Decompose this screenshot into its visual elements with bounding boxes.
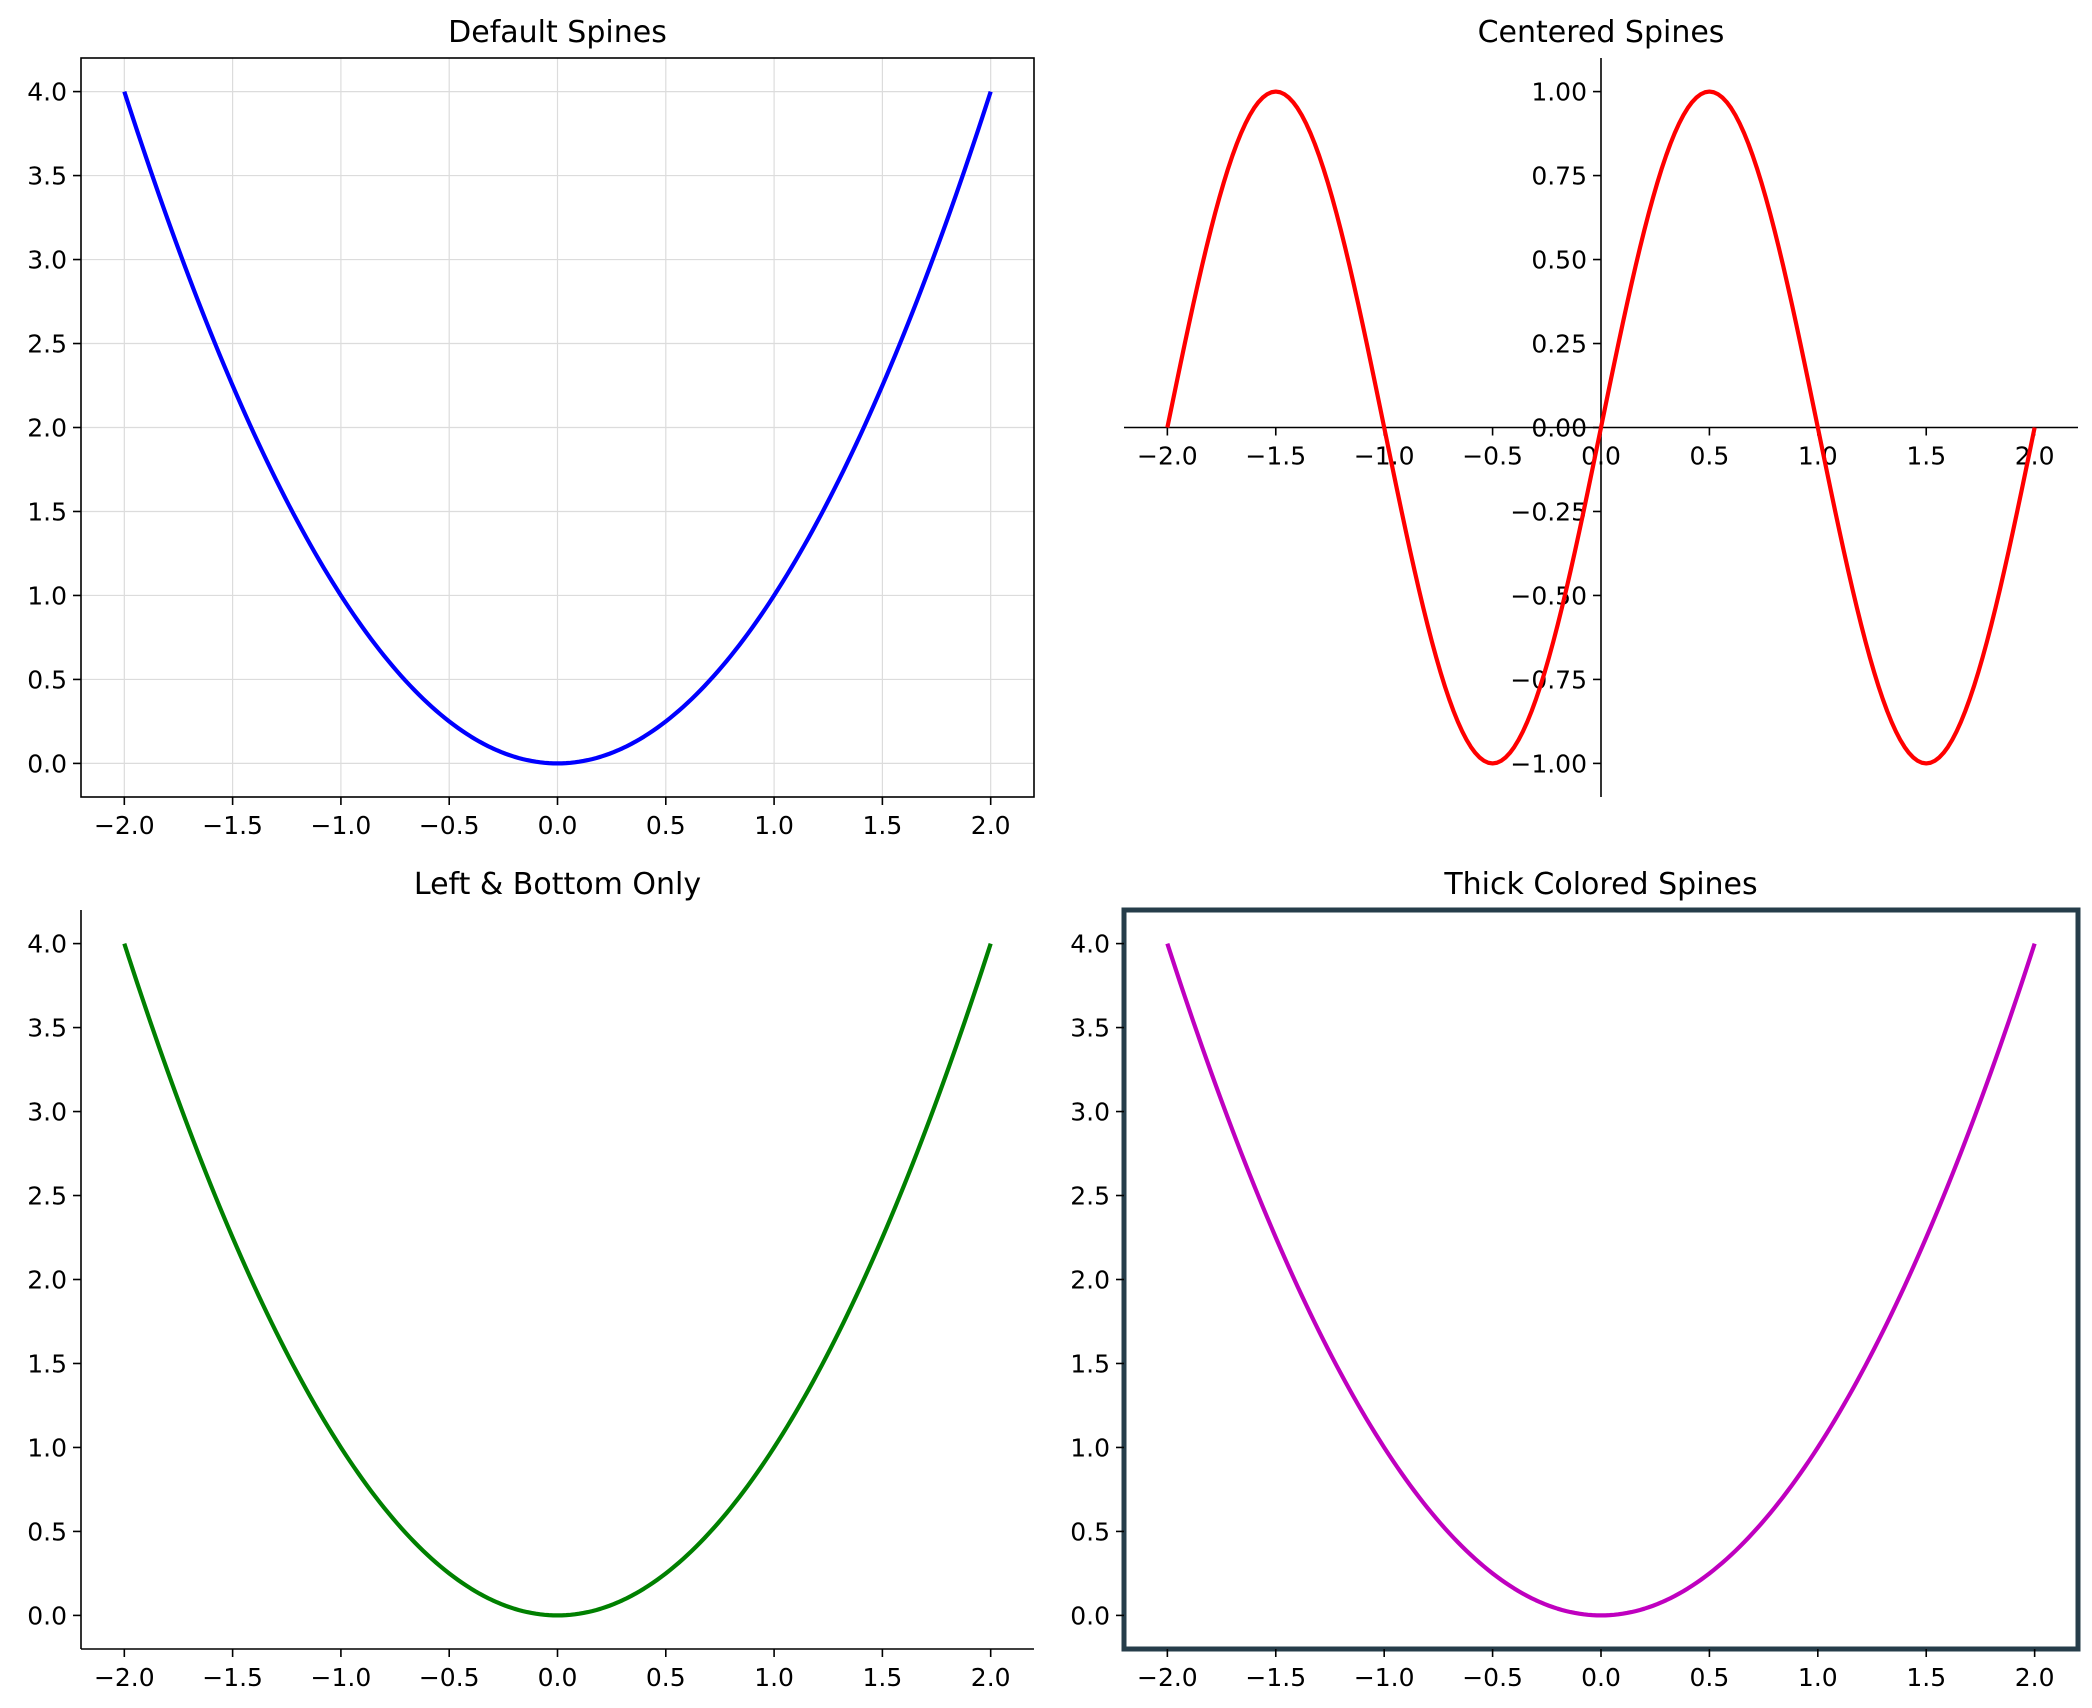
y-tick-label: 0.5	[27, 665, 67, 694]
x-tick-label: 2.0	[2015, 1663, 2055, 1692]
subplot-2: Centered Spines −2.0 −1.5 −1.0 −0.5 0.0 0.5 1.0…	[1124, 15, 2078, 797]
chart-title: Default Spines	[448, 15, 667, 50]
y-tick-label: −0.75	[1510, 665, 1587, 694]
x-tick-label: 0.0	[1581, 442, 1621, 471]
y-tick-label: 0.5	[27, 1517, 67, 1546]
x-tick-label: −1.5	[202, 811, 263, 840]
x-tick-label: 1.5	[863, 1663, 903, 1692]
x-tick-label: −1.0	[1354, 442, 1415, 471]
y-tick-label: −1.00	[1510, 749, 1587, 778]
chart-title: Left & Bottom Only	[414, 867, 701, 902]
x-tick-label: −1.0	[311, 811, 372, 840]
y-tick-label: −0.25	[1510, 497, 1587, 526]
y-tick-label: 3.5	[27, 162, 67, 191]
y-tick-label: 2.0	[27, 414, 67, 443]
x-tick-label: −2.0	[1137, 1663, 1198, 1692]
x-tick-label: −1.0	[1354, 1663, 1415, 1692]
x-tick-label: 1.0	[1798, 1663, 1838, 1692]
chart-title: Thick Colored Spines	[1443, 867, 1757, 902]
y-tick-label: 3.0	[27, 246, 67, 275]
x-tick-label: 0.5	[1690, 1663, 1730, 1692]
x-tick-label: 1.5	[863, 811, 903, 840]
y-tick-label: 0.75	[1531, 162, 1587, 191]
y-tick-label: 0.25	[1531, 330, 1587, 359]
x-tick-label: 2.0	[2015, 442, 2055, 471]
subplot-4: Thick Colored Spines −2.0 −1.5 −1.0 −0.5 0.0 0…	[1070, 867, 2081, 1692]
y-tick-label: 1.0	[27, 1433, 67, 1462]
x-tick-label: 0.5	[646, 811, 686, 840]
y-tick-label: 0.00	[1531, 414, 1587, 443]
x-tick-label: 0.5	[1690, 442, 1730, 471]
y-tick-label: 0.5	[1070, 1517, 1110, 1546]
x-tick-label: 1.5	[1906, 1663, 1946, 1692]
y-tick-label: 4.0	[27, 78, 67, 107]
y-tick-label: 0.0	[1070, 1601, 1110, 1630]
x-tick-label: −0.5	[419, 1663, 480, 1692]
y-tick-label: 3.0	[27, 1098, 67, 1127]
x-tick-label: 1.0	[1798, 442, 1838, 471]
y-tick-label: 1.5	[27, 1349, 67, 1378]
series-line-1	[122, 90, 993, 766]
series-line-1	[1165, 89, 2037, 766]
x-tick-label: −1.5	[1245, 442, 1306, 471]
y-tick-label: 3.5	[27, 1014, 67, 1043]
y-tick-label: 0.0	[27, 1601, 67, 1630]
y-tick-label: 4.0	[27, 930, 67, 959]
y-tick-label: 1.0	[1070, 1433, 1110, 1462]
x-tick-label: −0.5	[419, 811, 480, 840]
y-tick-label: −0.50	[1510, 581, 1587, 610]
y-tick-label: 2.0	[1070, 1266, 1110, 1295]
x-tick-label: 0.5	[646, 1663, 686, 1692]
y-tick-label: 2.5	[27, 1182, 67, 1211]
x-tick-label: 2.0	[971, 811, 1011, 840]
y-tick-label: 1.00	[1531, 78, 1587, 107]
x-tick-label: −1.5	[202, 1663, 263, 1692]
y-tick-label: 0.0	[27, 749, 67, 778]
y-tick-label: 3.0	[1070, 1098, 1110, 1127]
x-tick-label: −0.5	[1462, 442, 1523, 471]
y-tick-label: 2.0	[27, 1266, 67, 1295]
y-tick-label: 2.5	[1070, 1182, 1110, 1211]
y-tick-label: 2.5	[27, 330, 67, 359]
x-tick-label: 1.0	[754, 811, 794, 840]
subplot-3: Left & Bottom Only −2.0 −1.5 −1.0 −0.5 0.0 0.5…	[27, 867, 1034, 1692]
series-line-1	[122, 942, 993, 1618]
series-line-1	[1165, 942, 2037, 1618]
x-tick-label: 0.0	[538, 811, 578, 840]
x-tick-label: −1.5	[1245, 1663, 1306, 1692]
x-tick-label: 1.5	[1906, 442, 1946, 471]
y-tick-label: 1.5	[27, 497, 67, 526]
y-tick-label: 3.5	[1070, 1014, 1110, 1043]
x-tick-label: −2.0	[94, 1663, 155, 1692]
x-tick-label: −2.0	[94, 811, 155, 840]
x-tick-label: 1.0	[754, 1663, 794, 1692]
y-tick-label: 1.0	[27, 581, 67, 610]
subplot-1: Default Spines −2.0 −1.5 −1.0 −0.5 0.0 0.5 1.0 1…	[27, 15, 1035, 840]
y-tick-label: 0.50	[1531, 246, 1587, 275]
y-tick-label: 1.5	[1070, 1349, 1110, 1378]
x-tick-label: 0.0	[1581, 1663, 1621, 1692]
x-tick-label: −2.0	[1137, 442, 1198, 471]
x-tick-label: 0.0	[538, 1663, 578, 1692]
chart-title: Centered Spines	[1478, 15, 1725, 50]
x-tick-label: 2.0	[971, 1663, 1011, 1692]
x-tick-label: −0.5	[1462, 1663, 1523, 1692]
y-tick-label: 4.0	[1070, 930, 1110, 959]
x-tick-label: −1.0	[311, 1663, 372, 1692]
